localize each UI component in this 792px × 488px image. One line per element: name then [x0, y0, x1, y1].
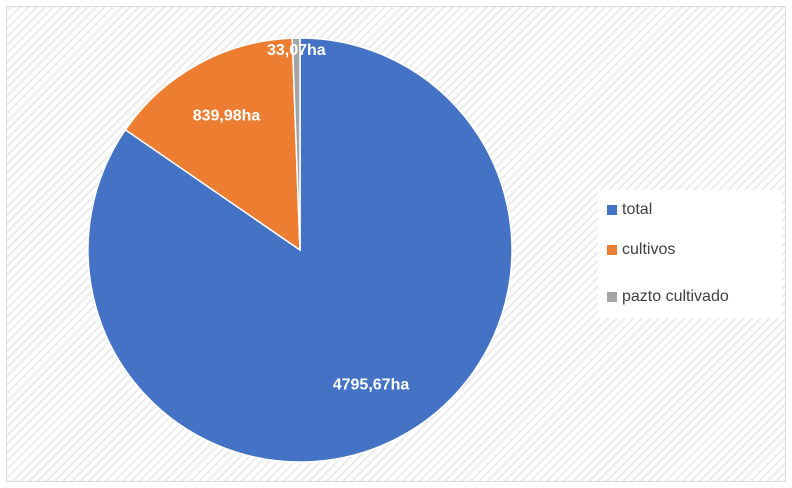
- legend-label: pazto cultivado: [622, 288, 729, 305]
- pie-slice: [291, 37, 301, 251]
- legend-label: cultivos: [622, 241, 675, 258]
- pie-slice: [124, 37, 301, 252]
- legend-swatch: [607, 292, 617, 302]
- data-label: 33,07ha: [267, 42, 326, 59]
- legend-label: total: [622, 201, 652, 218]
- legend-swatch: [607, 245, 617, 255]
- legend-swatch: [607, 205, 617, 215]
- data-label: 839,98ha: [193, 107, 261, 124]
- data-label: 4795,67ha: [333, 376, 410, 393]
- legend-box: [598, 190, 782, 318]
